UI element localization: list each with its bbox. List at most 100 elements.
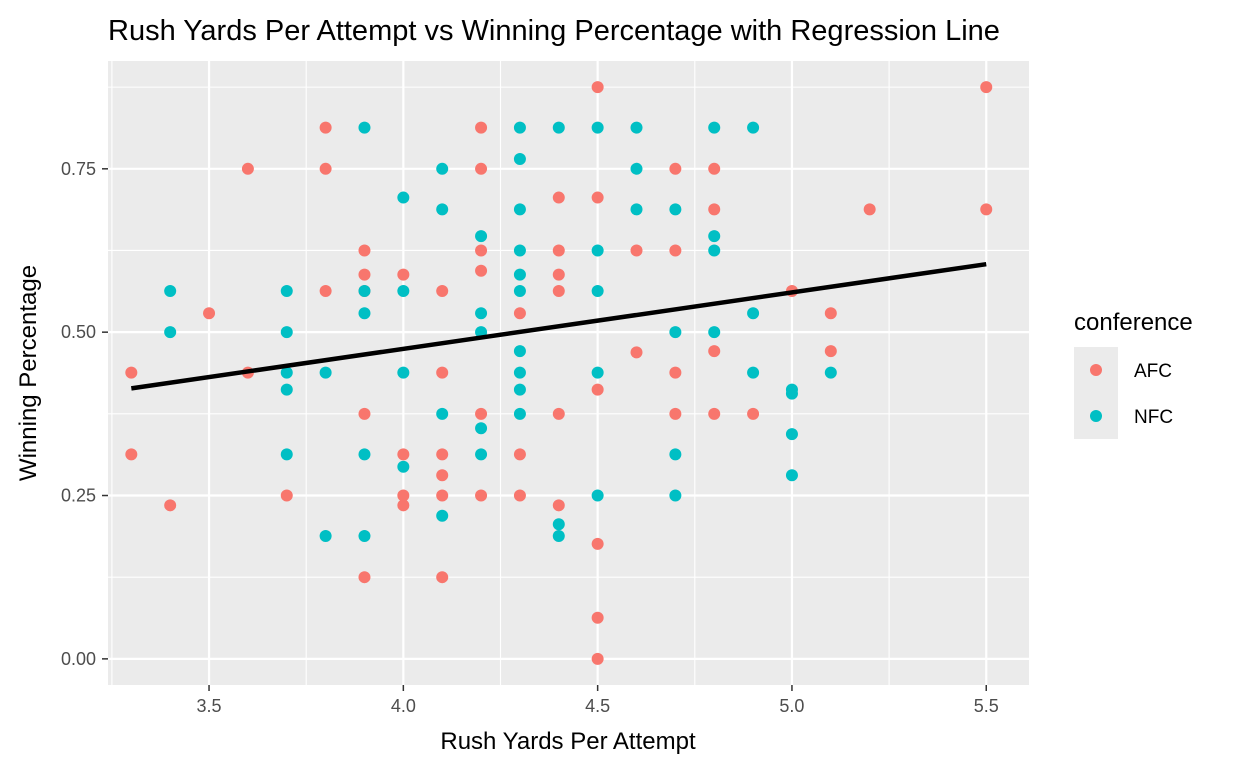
x-axis: 3.5 4.0 4.5 5.0 5.5 — [197, 685, 999, 716]
nfc-point — [708, 326, 721, 339]
afc-point — [630, 244, 643, 257]
legend-label-nfc: NFC — [1134, 407, 1173, 428]
nfc-point — [358, 307, 371, 320]
nfc-point — [397, 191, 410, 204]
nfc-point — [669, 448, 682, 461]
afc-point — [669, 244, 682, 257]
afc-point — [436, 469, 449, 482]
nfc-point — [513, 121, 526, 134]
x-tick-label: 5.0 — [779, 696, 804, 716]
afc-point — [475, 121, 488, 134]
afc-point — [475, 407, 488, 420]
afc-point — [552, 499, 565, 512]
nfc-point — [513, 244, 526, 257]
legend-key-nfc — [1090, 410, 1102, 422]
nfc-point — [669, 489, 682, 502]
afc-point — [591, 191, 604, 204]
legend-label-afc: AFC — [1134, 361, 1172, 382]
afc-point — [630, 346, 643, 359]
x-tick-label: 5.5 — [974, 696, 999, 716]
nfc-point — [475, 422, 488, 435]
nfc-point — [358, 448, 371, 461]
afc-point — [319, 121, 332, 134]
afc-point — [397, 499, 410, 512]
nfc-point — [669, 203, 682, 216]
afc-point — [980, 203, 993, 216]
afc-point — [552, 191, 565, 204]
nfc-point — [513, 268, 526, 281]
legend-key-background — [1074, 347, 1118, 439]
nfc-point — [513, 407, 526, 420]
afc-point — [552, 407, 565, 420]
nfc-point — [630, 203, 643, 216]
nfc-point — [513, 153, 526, 166]
nfc-point — [475, 230, 488, 243]
y-tick-label: 0.00 — [61, 649, 96, 669]
nfc-point — [513, 284, 526, 297]
afc-point — [358, 407, 371, 420]
afc-point — [591, 383, 604, 396]
legend-key-afc — [1090, 364, 1102, 376]
nfc-point — [552, 121, 565, 134]
nfc-point — [669, 326, 682, 339]
y-tick-label: 0.75 — [61, 159, 96, 179]
afc-point — [319, 284, 332, 297]
y-axis-title: Winning Percentage — [15, 265, 42, 481]
nfc-point — [358, 121, 371, 134]
afc-point — [358, 244, 371, 257]
afc-point — [436, 366, 449, 379]
y-tick-label: 0.50 — [61, 322, 96, 342]
nfc-point — [397, 460, 410, 473]
nfc-point — [397, 284, 410, 297]
afc-point — [319, 162, 332, 175]
legend-entries: AFC NFC — [1090, 361, 1173, 428]
afc-point — [669, 162, 682, 175]
nfc-point — [358, 284, 371, 297]
afc-point — [708, 345, 721, 358]
nfc-point — [630, 121, 643, 134]
nfc-point — [747, 307, 760, 320]
afc-point — [475, 244, 488, 257]
regression-line-layer — [130, 261, 987, 391]
minor-gridlines — [108, 61, 1029, 685]
afc-point — [280, 489, 293, 502]
nfc-point — [319, 366, 332, 379]
nfc-point — [280, 383, 293, 396]
nfc-point — [513, 345, 526, 358]
afc-point — [591, 81, 604, 94]
x-tick-label: 4.5 — [585, 696, 610, 716]
nfc-point — [785, 428, 798, 441]
nfc-point — [513, 383, 526, 396]
afc-point — [513, 307, 526, 320]
afc-point — [397, 448, 410, 461]
x-tick-label: 3.5 — [197, 696, 222, 716]
nfc-point — [747, 121, 760, 134]
nfc-point — [552, 518, 565, 531]
regression-line — [130, 261, 987, 391]
afc-point — [980, 81, 993, 94]
afc-point — [708, 407, 721, 420]
afc-point — [436, 284, 449, 297]
nfc-point — [708, 230, 721, 243]
afc-point — [591, 611, 604, 624]
afc-point — [358, 268, 371, 281]
nfc-point — [747, 366, 760, 379]
nfc-point — [630, 162, 643, 175]
afc-point — [358, 571, 371, 584]
nfc-point — [475, 448, 488, 461]
nfc-point — [164, 284, 177, 297]
afc-point — [591, 537, 604, 550]
nfc-point — [319, 530, 332, 543]
x-axis-title: Rush Yards Per Attempt — [440, 728, 696, 755]
nfc-point — [591, 284, 604, 297]
nfc-point — [397, 366, 410, 379]
afc-point — [241, 162, 254, 175]
data-points — [125, 81, 993, 665]
y-axis: 0.00 0.25 0.50 0.75 — [61, 159, 108, 669]
afc-point — [475, 162, 488, 175]
y-tick-label: 0.25 — [61, 486, 96, 506]
afc-point — [436, 489, 449, 502]
nfc-point — [358, 530, 371, 543]
